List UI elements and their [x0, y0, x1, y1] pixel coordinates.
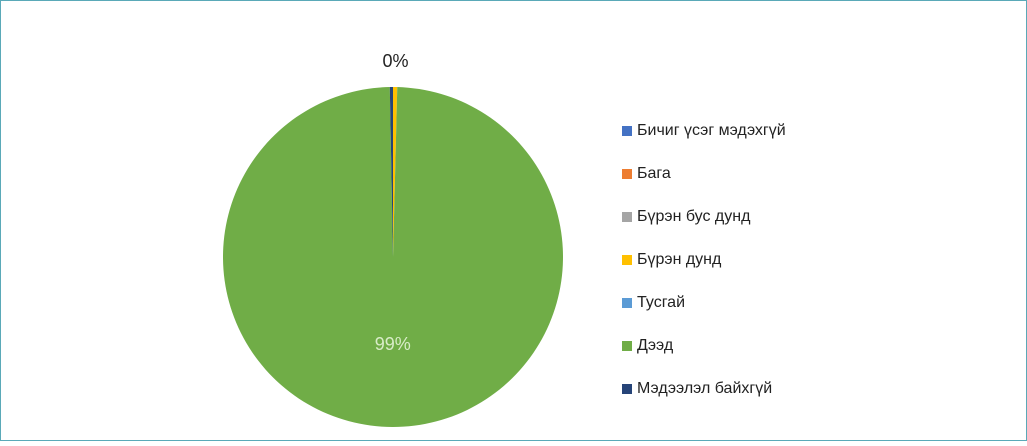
legend-swatch	[622, 212, 632, 222]
legend-swatch	[622, 255, 632, 265]
data-label: 0%	[382, 51, 408, 71]
legend-label: Мэдээлэл байхгүй	[637, 380, 772, 397]
legend-label: Бүрэн бус дунд	[637, 208, 751, 225]
pie-slice	[389, 87, 393, 257]
legend-swatch	[622, 126, 632, 136]
legend-label: Бүрэн дунд	[637, 251, 722, 268]
legend-label: Тусгай	[637, 294, 685, 311]
legend-swatch	[622, 384, 632, 394]
legend-label: Дээд	[637, 337, 674, 354]
pie-slice	[222, 87, 563, 427]
legend-label: Бага	[637, 165, 671, 182]
pie-slice	[393, 87, 398, 257]
legend-swatch	[622, 341, 632, 351]
legend-swatch	[622, 169, 632, 179]
data-label: 99%	[375, 334, 411, 354]
legend-label: Бичиг үсэг мэдэхгүй	[637, 122, 786, 139]
legend-swatch	[622, 298, 632, 308]
